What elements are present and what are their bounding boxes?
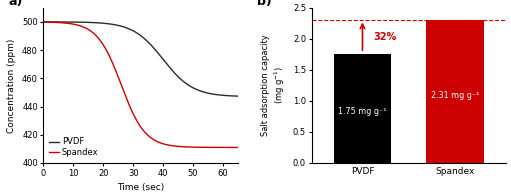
Spandex [230, 146, 236, 149]
Spandex [235, 146, 241, 149]
Text: 1.75 mg g⁻¹: 1.75 mg g⁻¹ [338, 107, 387, 116]
Text: b): b) [257, 0, 272, 8]
Y-axis label: Concentration (ppm): Concentration (ppm) [8, 38, 16, 133]
Spandex [200, 146, 206, 148]
PVDF [146, 41, 152, 44]
Text: 32%: 32% [374, 32, 397, 42]
PVDF [230, 95, 236, 97]
X-axis label: Time (sec): Time (sec) [117, 183, 164, 192]
Spandex [156, 141, 162, 144]
Spandex [134, 120, 140, 122]
PVDF [235, 95, 241, 97]
PVDF [133, 31, 139, 33]
PVDF [134, 32, 140, 34]
Spandex [146, 135, 152, 137]
Bar [426, 20, 484, 163]
Line: Spandex: Spandex [43, 22, 238, 147]
Legend: PVDF, Spandex: PVDF, Spandex [48, 136, 100, 159]
Spandex [40, 21, 47, 23]
Text: a): a) [9, 0, 23, 8]
Bar [334, 54, 391, 163]
PVDF [40, 21, 47, 23]
Y-axis label: Salt adsorption capacity
(mg g$^{-1}$): Salt adsorption capacity (mg g$^{-1}$) [261, 35, 287, 136]
PVDF [156, 53, 162, 55]
Text: 2.31 mg g⁻¹: 2.31 mg g⁻¹ [431, 91, 479, 100]
Spandex [133, 118, 139, 120]
Line: PVDF: PVDF [43, 22, 238, 96]
PVDF [200, 91, 206, 93]
